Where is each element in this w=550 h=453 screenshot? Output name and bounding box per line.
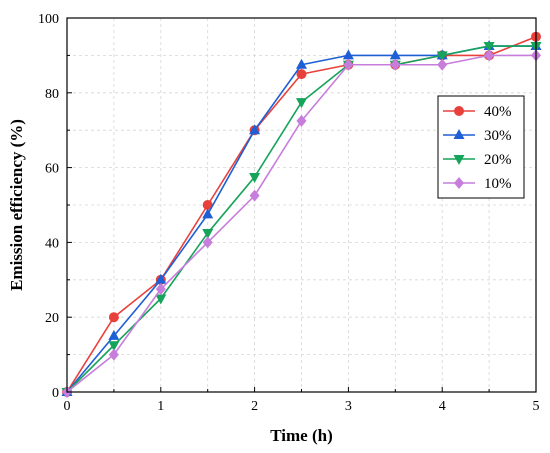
data-point	[342, 49, 354, 60]
data-point	[249, 172, 261, 183]
axes: 0 1 2 3 4 5 0 20 40 60 80 100	[38, 12, 540, 414]
legend-marker	[453, 155, 465, 165]
data-point	[202, 236, 213, 249]
data-point	[249, 189, 260, 202]
legend-label: 30%	[484, 128, 512, 144]
legend-item: 10%	[443, 176, 512, 192]
legend-marker	[454, 106, 464, 116]
legend-marker	[453, 129, 465, 139]
data-point	[436, 51, 448, 62]
x-tick-label: 0	[64, 399, 71, 414]
legend-box	[437, 95, 525, 199]
legend-marker	[454, 177, 464, 189]
x-tick-label: 2	[251, 399, 258, 414]
data-point	[155, 283, 166, 296]
data-point	[343, 58, 354, 71]
legend: 40% 30% 20% 10%	[437, 95, 525, 199]
legend-label: 10%	[484, 176, 512, 192]
y-tick-label: 40	[45, 236, 59, 251]
data-point	[296, 58, 307, 69]
data-point	[108, 348, 119, 361]
legend-label: 20%	[484, 152, 512, 168]
y-tick-label: 60	[45, 162, 59, 177]
y-tick-label: 100	[38, 12, 59, 27]
y-tick-label: 80	[45, 87, 59, 102]
y-axis-title: Emission efficiency (%)	[7, 119, 26, 291]
data-point	[296, 98, 307, 109]
data-point	[296, 69, 307, 80]
y-tick-label: 20	[45, 311, 59, 326]
data-point	[389, 49, 401, 60]
data-point	[390, 58, 401, 71]
legend-item: 20%	[443, 152, 512, 168]
x-axis-title: Time (h)	[270, 426, 333, 445]
x-tick-label: 4	[439, 399, 446, 414]
data-point	[155, 273, 167, 284]
data-point	[202, 229, 214, 240]
data-point	[155, 294, 167, 305]
data-point	[108, 341, 120, 352]
x-tick-label: 1	[157, 399, 164, 414]
legend-item: 40%	[443, 104, 512, 120]
data-point	[437, 58, 448, 71]
x-tick-label: 3	[345, 399, 352, 414]
data-point	[249, 124, 261, 135]
data-point	[202, 200, 213, 210]
series-3	[62, 49, 541, 398]
data-point	[484, 49, 495, 62]
data-point	[296, 114, 307, 127]
legend-label: 40%	[484, 104, 512, 120]
series-layer	[61, 31, 542, 398]
data-point	[483, 42, 495, 53]
data-point	[202, 208, 214, 219]
data-point	[108, 329, 120, 340]
y-tick-label: 0	[52, 386, 59, 401]
legend-item: 30%	[443, 128, 512, 144]
x-tick-label: 5	[533, 399, 540, 414]
data-point	[108, 312, 119, 323]
